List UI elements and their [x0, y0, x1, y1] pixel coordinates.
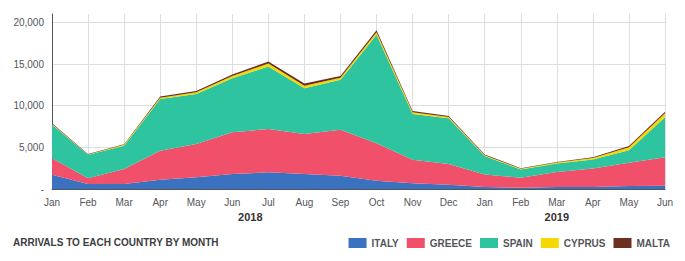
svg-text:20,000: 20,000: [13, 17, 44, 28]
svg-text:Dec: Dec: [440, 197, 458, 208]
svg-text:-: -: [41, 184, 44, 195]
svg-text:MALTA: MALTA: [636, 238, 670, 249]
svg-text:Feb: Feb: [79, 197, 97, 208]
svg-text:SPAIN: SPAIN: [503, 238, 533, 249]
svg-text:Apr: Apr: [585, 197, 601, 208]
svg-text:10,000: 10,000: [13, 100, 44, 111]
svg-text:Apr: Apr: [152, 197, 168, 208]
svg-text:5,000: 5,000: [19, 142, 44, 153]
svg-text:Jan: Jan: [477, 197, 493, 208]
svg-text:May: May: [619, 197, 638, 208]
svg-text:2019: 2019: [545, 211, 569, 223]
svg-text:Mar: Mar: [548, 197, 566, 208]
svg-text:2018: 2018: [238, 211, 262, 223]
svg-text:Jun: Jun: [657, 197, 673, 208]
svg-text:Nov: Nov: [404, 197, 422, 208]
svg-text:Jul: Jul: [262, 197, 275, 208]
svg-text:Jun: Jun: [224, 197, 240, 208]
svg-text:ITALY: ITALY: [372, 238, 400, 249]
svg-text:Aug: Aug: [296, 197, 314, 208]
svg-text:Sep: Sep: [332, 197, 350, 208]
svg-text:Oct: Oct: [369, 197, 385, 208]
svg-text:GREECE: GREECE: [430, 238, 473, 249]
svg-text:Feb: Feb: [512, 197, 530, 208]
svg-text:May: May: [187, 197, 206, 208]
svg-text:Mar: Mar: [116, 197, 134, 208]
svg-text:CYPRUS: CYPRUS: [564, 238, 606, 249]
svg-text:Jan: Jan: [44, 197, 60, 208]
svg-text:15,000: 15,000: [13, 59, 44, 70]
svg-text:ARRIVALS TO EACH COUNTRY BY MO: ARRIVALS TO EACH COUNTRY BY MONTH: [13, 237, 219, 248]
